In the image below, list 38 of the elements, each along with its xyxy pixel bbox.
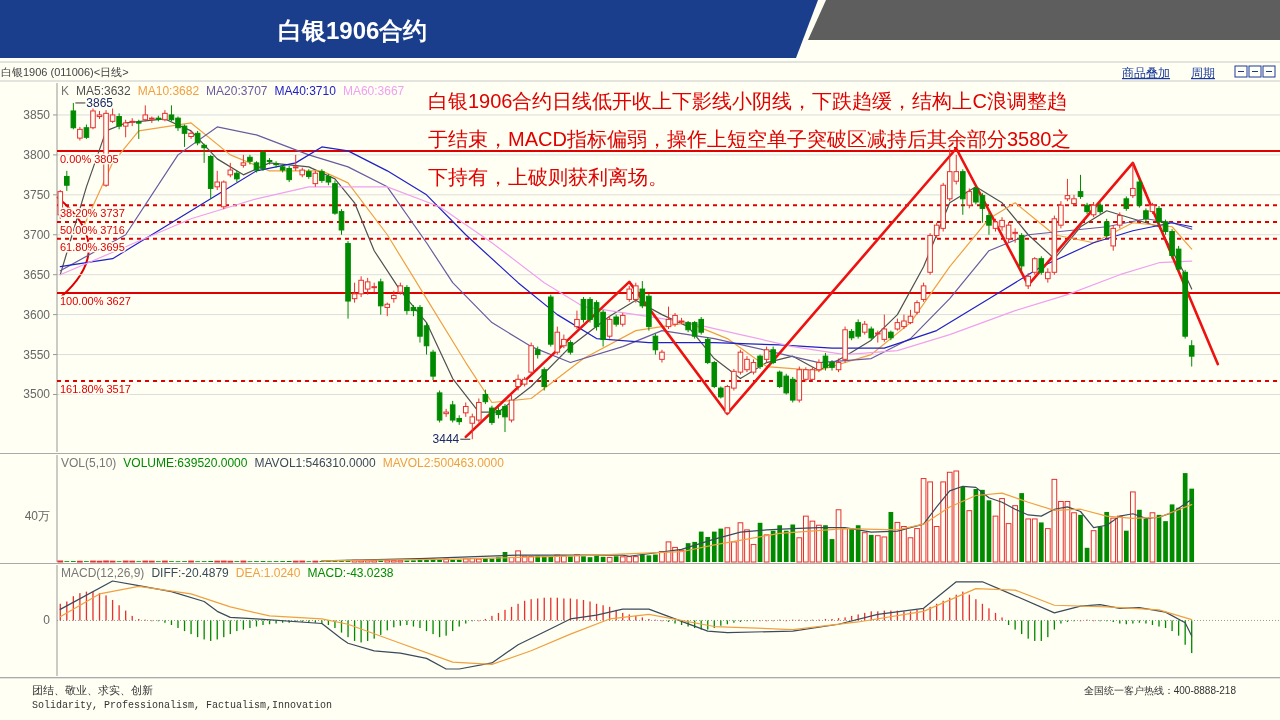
text: 白银1906 (011006)<日线> xyxy=(1,66,129,78)
text: 团结、敬业、求实、创新 xyxy=(32,684,153,696)
text: 商品叠加 xyxy=(1122,66,1170,80)
text: MA40:3710 xyxy=(274,84,337,98)
y-tick-label: 3550 xyxy=(23,347,51,362)
annotation: 3444 xyxy=(432,432,460,447)
y-tick-label: 3500 xyxy=(23,387,51,402)
legend-title: MACD(12,26,9) xyxy=(61,566,145,580)
text: MAVOL1:546310.0000 xyxy=(254,456,376,470)
text: MAVOL2:500463.0000 xyxy=(382,456,505,470)
annotation: 下持有，上破则获利离场。 xyxy=(428,166,668,188)
text: MA5:3632 xyxy=(76,84,132,98)
y-tick-label: 3650 xyxy=(23,267,51,282)
text: 40万 xyxy=(24,509,50,523)
ref-line-label: 161.80% 3517 xyxy=(60,382,131,395)
y-tick-label: 3700 xyxy=(23,227,51,242)
text: DEA:1.0240 xyxy=(235,566,301,580)
text: 全国统一客户热线：400-8888-218 xyxy=(1083,685,1237,696)
chart-title: 白银1906合约 xyxy=(278,17,428,44)
text: 周期 xyxy=(1191,66,1215,80)
text: VOLUME:639520.0000 xyxy=(123,456,248,470)
series-label: DIFF:-20.4879 xyxy=(151,566,230,580)
text: Solidarity, Professionalism, Factualism,Innovation xyxy=(32,700,333,711)
text: MACD:-43.0238 xyxy=(307,566,394,580)
text: 0 xyxy=(43,613,51,628)
y-tick-label: 3800 xyxy=(23,147,51,162)
text: MA60:3667 xyxy=(342,84,405,98)
text: MA10:3682 xyxy=(137,84,200,98)
y-tick-label: 3750 xyxy=(23,187,51,202)
legend-title: VOL(5,10) xyxy=(61,456,117,470)
ref-line-label: 100.00% 3627 xyxy=(60,295,131,308)
y-tick-label: 3850 xyxy=(23,107,51,122)
annotation: 白银1906合约日线低开收上下影线小阴线，下跌趋缓，结构上C浪调整趋 xyxy=(428,90,1067,112)
legend-title: K xyxy=(61,84,70,98)
text: MA20:3707 xyxy=(206,84,268,98)
y-tick-label: 3600 xyxy=(23,307,51,322)
annotation: 于结束，MACD指标偏弱，操作上短空单子突破区减持后其余部分3580之 xyxy=(428,128,1072,150)
annotation: 3865 xyxy=(86,95,114,110)
